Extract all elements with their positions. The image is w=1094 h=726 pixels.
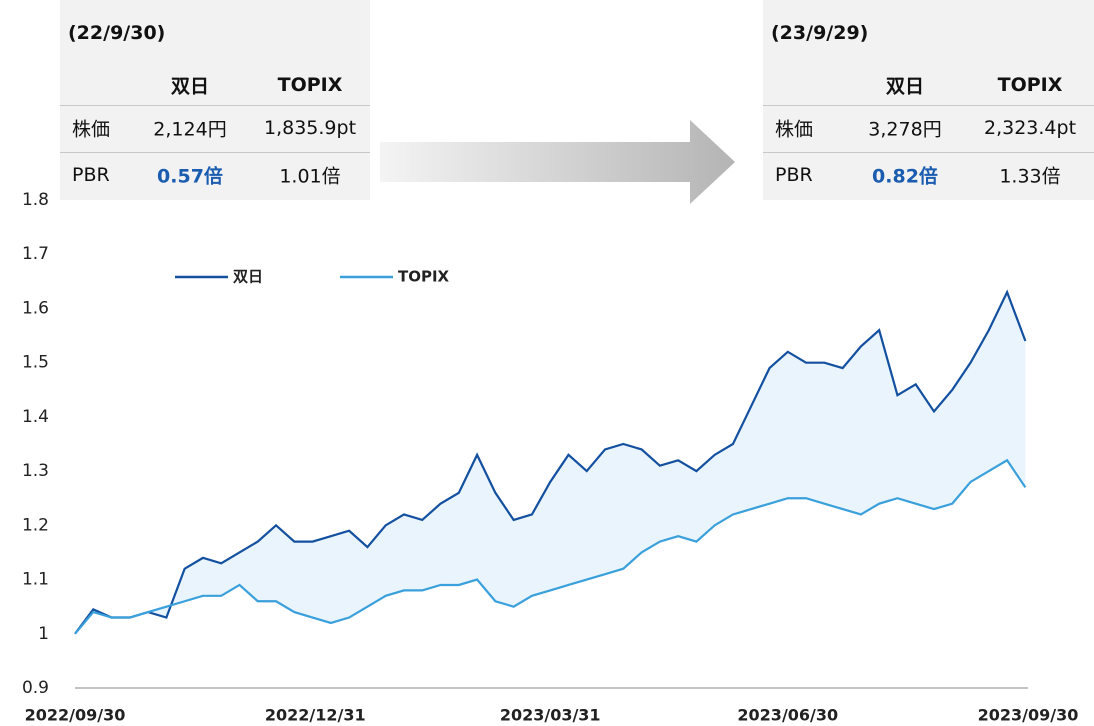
row-separator [763,105,1094,106]
table-left: (22/9/30) 双日 TOPIX 株価 2,124円 1,835.9pt PBR 0.57… [60,0,370,200]
y-tick-label: 1.1 [22,570,49,590]
y-tick-label: 1.3 [22,461,49,481]
x-tick-label: 2023/03/31 [500,706,601,725]
x-tick-label: 2023/06/30 [737,706,838,725]
table-header: TOPIX [997,74,1063,96]
y-tick-label: 1.7 [22,244,49,264]
table-cell: 2,124円 [153,118,227,141]
legend-label: TOPIX [398,268,450,286]
table-cell: 株価 [775,118,814,141]
line-series [74,289,1027,635]
table-cell: 株価 [72,118,111,141]
line-series [74,458,1027,635]
x-tick-label: 2023/09/30 [978,706,1079,725]
y-tick-label: 1.6 [22,298,49,318]
y-tick-label: 1.5 [22,353,49,373]
y-tick-label: 1.2 [22,515,49,535]
table-header: 双日 [885,75,925,98]
arrow [380,120,735,204]
table-cell: 1,835.9pt [263,117,357,139]
table-cell: PBR [775,164,813,186]
y-tick-label: 1.4 [22,407,49,427]
x-tick-label: 2022/12/31 [265,706,366,725]
table-cell: 2,323.4pt [983,117,1077,139]
row-separator [60,105,370,106]
table-cell: 0.57倍 [157,165,223,188]
row-separator [60,152,370,153]
table-header: 双日 [170,75,210,98]
row-separator [763,152,1094,153]
legend-label: 双日 [233,268,263,286]
table-cell: PBR [72,164,110,186]
table-right: (23/9/29) 双日 TOPIX 株価 3,278円 2,323.4pt PBR 0.82… [763,0,1094,200]
table-date: (22/9/30) [68,22,166,44]
gap-area [75,292,1026,634]
table-cell: 1.01倍 [279,165,341,188]
x-tick-label: 2022/09/30 [25,706,126,725]
table-cell: 1.33倍 [999,165,1061,188]
table-date: (23/9/29) [771,22,869,44]
table-cell: 3,278円 [868,118,942,141]
table-header: TOPIX [277,74,343,96]
y-tick-label: 1.8 [22,190,49,210]
y-tick-label: 1 [38,624,49,644]
table-cell: 0.82倍 [872,165,938,188]
y-tick-label: 0.9 [22,678,49,698]
